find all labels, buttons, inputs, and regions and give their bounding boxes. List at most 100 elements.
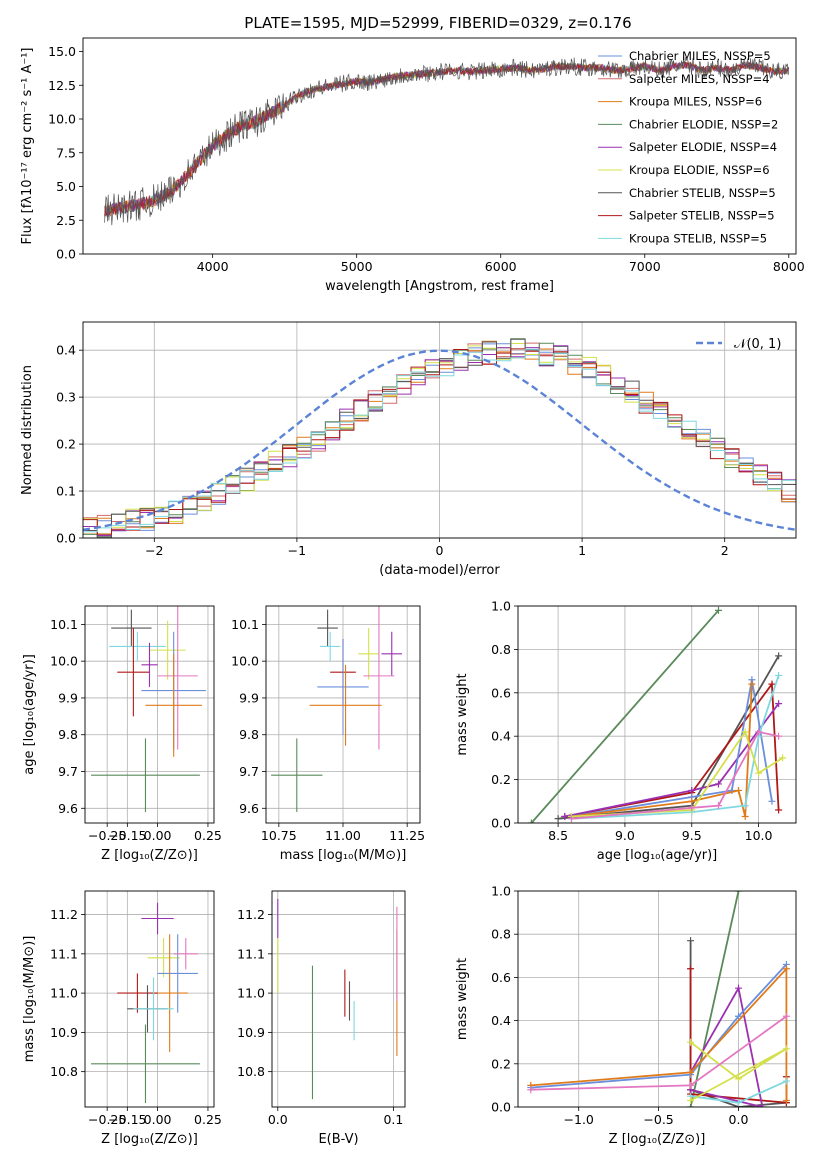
y-tick-label: 10.1 <box>50 617 78 632</box>
weight-marker-3-3 <box>775 700 783 708</box>
y-tick-label: 0.6 <box>491 970 511 985</box>
legend-label-gaussian: 𝒩(0, 1) <box>734 337 781 352</box>
weight-marker-0-1 <box>734 891 742 895</box>
y-tick-label: 11.0 <box>237 986 265 1001</box>
weight-marker-5-1 <box>687 1068 695 1076</box>
weight-marker-6-4 <box>775 671 783 679</box>
weight-marker-1-0 <box>554 815 562 823</box>
x-tick-label: 2 <box>721 543 729 558</box>
x-tick-label: 0 <box>436 543 444 558</box>
x-axis-label: Z [log₁₀(Z/Z⊙)] <box>101 1132 198 1147</box>
weight-marker-3-2 <box>758 1103 766 1107</box>
weight-line-3 <box>689 985 764 1107</box>
y-tick-label: 0.8 <box>491 642 511 657</box>
y-tick-label: 9.6 <box>58 801 78 816</box>
y-tick-label: 0.1 <box>56 484 76 499</box>
weight-marker-4-4 <box>768 797 776 805</box>
y-tick-label: 11.2 <box>237 907 265 922</box>
x-axis-label: Z [log₁₀(Z/Z⊙)] <box>609 1132 706 1147</box>
y-tick-label: 10.0 <box>231 654 259 669</box>
weight-marker-1-0 <box>687 937 695 945</box>
figure-title: PLATE=1595, MJD=52999, FIBERID=0329, z=0… <box>244 14 631 32</box>
x-axis-label: Z [log₁₀(Z/Z⊙)] <box>101 848 198 863</box>
weight-marker-7-2 <box>741 728 749 736</box>
y-tick-label: 0.0 <box>56 531 76 546</box>
x-tick-label: 0.00 <box>144 1112 172 1127</box>
y-tick-label: 10.1 <box>231 617 259 632</box>
x-axis-label: wavelength [Angstrom, rest frame] <box>325 279 554 294</box>
legend-label-0: Chabrier MILES, NSSP=5 <box>629 49 771 63</box>
y-tick-label: 0.0 <box>491 816 511 831</box>
weight-marker-3-1 <box>688 786 696 794</box>
y-tick-label: 10.9 <box>50 1025 78 1040</box>
y-tick-label: 10.8 <box>237 1064 265 1079</box>
y-tick-label: 9.7 <box>239 764 259 779</box>
x-tick-label: −0.15 <box>108 828 146 843</box>
weight-line-0 <box>530 609 720 823</box>
y-tick-label: 9.8 <box>58 727 78 742</box>
y-tick-label: 0.3 <box>56 390 76 405</box>
x-tick-label: 0.00 <box>144 828 172 843</box>
weight-marker-7-3 <box>687 1097 695 1105</box>
weight-marker-7-3 <box>755 769 763 777</box>
weight-marker-8-1 <box>688 804 696 812</box>
x-tick-label: 0.1 <box>383 1112 403 1127</box>
x-tick-label: −0.25 <box>88 1112 126 1127</box>
y-tick-label: 9.7 <box>58 764 78 779</box>
y-tick-label: 0.2 <box>491 1056 511 1071</box>
legend-label-1: Salpeter MILES, NSSP=4 <box>629 72 770 86</box>
y-tick-label: 10.0 <box>50 654 78 669</box>
histogram-8 <box>83 348 796 533</box>
axes-frame <box>271 890 406 1108</box>
x-tick-label: −1.0 <box>564 1112 594 1127</box>
weight-marker-5-2 <box>782 965 790 973</box>
y-tick-label: 9.8 <box>239 727 259 742</box>
weight-marker-2-3 <box>775 806 783 814</box>
axes-frame <box>82 321 797 539</box>
x-tick-label: 8.5 <box>548 828 568 843</box>
weight-marker-5-3 <box>741 812 749 820</box>
y-tick-label: 11.0 <box>50 986 78 1001</box>
axes-frame <box>84 605 215 824</box>
weight-marker-5-1 <box>688 797 696 805</box>
x-axis-label: age [log₁₀(age/yr)] <box>597 848 718 863</box>
legend-label-7: Salpeter STELIB, NSSP=5 <box>629 209 775 223</box>
y-tick-label: 11.2 <box>50 907 78 922</box>
panel-spectrum: 4000 5000 6000 7000 8000 0.0 2.5 5.0 7.5 10.0 12.5… <box>20 37 805 294</box>
y-axis-label: Flux [fλ10⁻¹⁷ erg cm⁻² s⁻¹ A⁻¹] <box>20 48 35 245</box>
weight-marker-2-0 <box>687 965 695 973</box>
y-tick-label: 7.5 <box>56 145 76 160</box>
y-tick-label: 9.9 <box>239 690 259 705</box>
weight-line-2 <box>564 681 780 818</box>
weight-marker-3-0 <box>561 812 569 820</box>
series-6-line <box>104 57 790 226</box>
weight-marker-1-2 <box>775 652 783 660</box>
legend-label-2: Kroupa MILES, NSSP=6 <box>629 95 762 109</box>
x-tick-label: 0.0 <box>268 1112 288 1127</box>
x-tick-label: 0.25 <box>194 1112 222 1127</box>
histogram-7 <box>83 348 796 535</box>
weight-marker-7-0 <box>687 1038 695 1046</box>
weight-marker-3-2 <box>714 780 722 788</box>
weight-marker-8-0 <box>567 815 575 823</box>
weight-marker-6-2 <box>741 802 749 810</box>
x-tick-label: 9.5 <box>682 828 702 843</box>
weight-line-0 <box>689 891 740 1107</box>
x-tick-label: 0.25 <box>194 828 222 843</box>
panel-age-vs-mass: 10.75 11.00 11.25 9.6 9.7 9.8 9.9 10.0 10.1 mass … <box>231 605 425 863</box>
weight-marker-8-1 <box>687 1081 695 1089</box>
legend-label-4: Salpeter ELODIE, NSSP=4 <box>629 140 777 154</box>
x-tick-label: −0.15 <box>108 1112 146 1127</box>
weight-marker-0-1 <box>714 606 722 614</box>
legend-label-6: Chabrier STELIB, NSSP=5 <box>629 186 776 200</box>
x-tick-label: 0.0 <box>729 1112 749 1127</box>
gaussian-line <box>83 349 796 531</box>
y-tick-label: 10.0 <box>48 112 76 127</box>
legend-label-5: Kroupa ELODIE, NSSP=6 <box>629 163 770 177</box>
y-tick-label: 1.0 <box>491 884 511 899</box>
weight-marker-4-2 <box>734 1012 742 1020</box>
weight-marker-8-4 <box>775 732 783 740</box>
weight-marker-8-3 <box>755 728 763 736</box>
axes-frame <box>517 890 797 1108</box>
